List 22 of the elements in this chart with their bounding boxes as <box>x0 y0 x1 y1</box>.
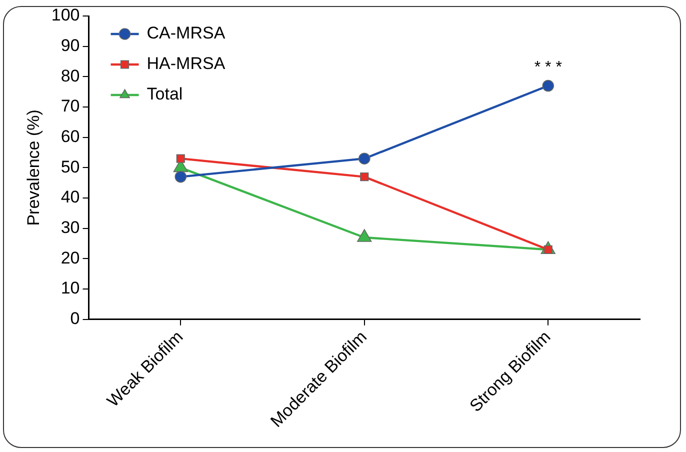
legend-label: CA-MRSA <box>146 24 226 43</box>
y-tick-label: 20 <box>60 248 80 268</box>
y-tick-label: 0 <box>70 309 80 328</box>
point <box>358 152 370 164</box>
point <box>357 229 372 242</box>
y-tick-label: 60 <box>60 127 80 146</box>
point <box>360 172 369 182</box>
annotation: * * * <box>534 59 562 76</box>
y-tick-label: 100 <box>51 6 80 25</box>
y-tick-label: 70 <box>60 96 80 116</box>
y-tick-label: 50 <box>60 157 80 176</box>
point <box>174 170 187 183</box>
y-axis-title: Prevalence (%) <box>24 110 43 226</box>
y-tick-label: 90 <box>60 36 80 56</box>
point <box>176 154 185 163</box>
legend-label: HA-MRSA <box>146 54 226 74</box>
point <box>542 80 554 92</box>
y-tick-label: 40 <box>60 188 80 207</box>
y-tick-label: 30 <box>60 218 80 238</box>
y-tick-label: 10 <box>60 278 80 298</box>
y-tick-label: 80 <box>60 66 80 86</box>
legend-label: Total <box>146 84 183 104</box>
